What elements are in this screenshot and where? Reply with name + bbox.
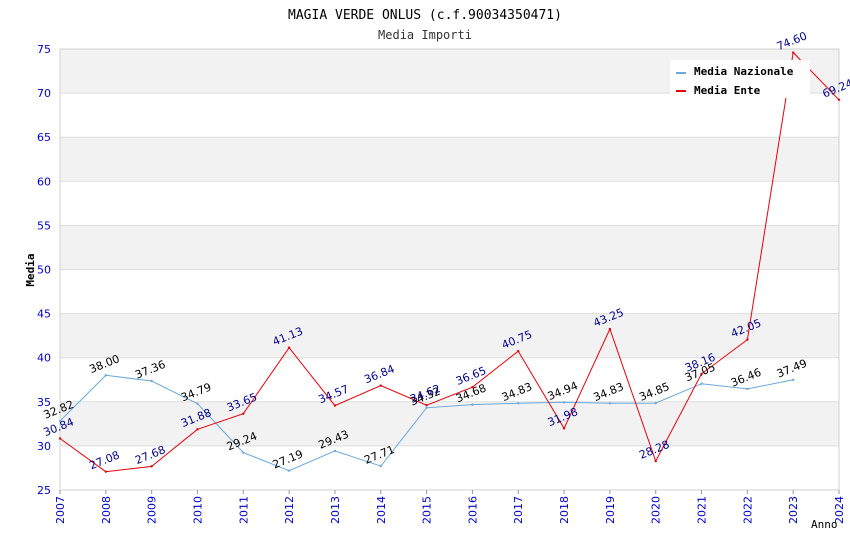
data-point bbox=[746, 338, 749, 341]
data-point bbox=[196, 402, 199, 405]
data-label: 34.83 bbox=[592, 380, 626, 404]
y-tick-label: 40 bbox=[37, 352, 51, 365]
data-label: 37.49 bbox=[775, 357, 809, 381]
data-label: 27.68 bbox=[133, 443, 167, 467]
plot-area bbox=[59, 48, 840, 491]
y-tick-label: 50 bbox=[37, 264, 51, 277]
background-band bbox=[60, 401, 839, 446]
data-point bbox=[287, 346, 291, 349]
x-tick-label: 2024 bbox=[833, 496, 846, 524]
plot-background-bands bbox=[60, 49, 839, 446]
y-tick-label: 45 bbox=[37, 308, 51, 321]
data-label: 27.08 bbox=[87, 448, 121, 472]
data-point bbox=[746, 387, 749, 391]
series-line-media-ente bbox=[59, 51, 840, 473]
x-tick-label: 2013 bbox=[329, 496, 342, 524]
data-point bbox=[150, 465, 153, 468]
data-point bbox=[104, 470, 108, 473]
data-point bbox=[654, 401, 657, 405]
data-label: 34.85 bbox=[637, 380, 671, 404]
data-point bbox=[837, 98, 841, 102]
data-point bbox=[287, 469, 291, 472]
chart-title: MAGIA VERDE ONLUS (c.f.90034350471) bbox=[288, 8, 562, 23]
legend-label-media-ente: Media Ente bbox=[694, 84, 761, 97]
x-tick-label: 2007 bbox=[54, 496, 67, 524]
y-tick-label: 30 bbox=[37, 440, 51, 453]
data-point bbox=[700, 382, 703, 385]
y-tick-label: 60 bbox=[37, 175, 51, 188]
x-tick-label: 2008 bbox=[100, 496, 113, 524]
data-label: 27.19 bbox=[271, 448, 305, 472]
y-tick-label: 65 bbox=[37, 131, 51, 144]
x-tick-label: 2020 bbox=[650, 496, 663, 524]
data-point bbox=[150, 379, 153, 383]
data-point bbox=[242, 412, 245, 415]
data-point bbox=[562, 401, 566, 404]
data-label: 34.79 bbox=[179, 380, 213, 404]
data-label: 34.83 bbox=[500, 380, 534, 404]
x-tick-label: 2010 bbox=[191, 496, 204, 524]
y-axis-label: Media bbox=[24, 253, 37, 286]
data-point bbox=[104, 374, 108, 377]
series-lines bbox=[58, 51, 841, 473]
data-label: 27.71 bbox=[362, 443, 396, 467]
data-point bbox=[608, 327, 612, 331]
y-tick-label: 75 bbox=[37, 43, 51, 56]
data-point bbox=[58, 419, 62, 423]
data-point bbox=[425, 403, 428, 407]
data-point bbox=[196, 428, 199, 431]
x-tick-label: 2021 bbox=[696, 496, 709, 524]
data-point bbox=[333, 449, 337, 453]
data-label: 36.46 bbox=[729, 366, 763, 390]
data-label: 37.36 bbox=[133, 358, 167, 382]
data-point bbox=[654, 459, 657, 463]
y-tick-label: 70 bbox=[37, 87, 51, 100]
x-tick-label: 2022 bbox=[741, 496, 754, 524]
data-point bbox=[333, 404, 337, 407]
background-band bbox=[60, 225, 839, 270]
data-point bbox=[471, 403, 474, 406]
background-band bbox=[60, 313, 839, 358]
x-axis-label: Anno bbox=[811, 518, 838, 531]
data-point bbox=[700, 372, 703, 376]
x-tick-label: 2011 bbox=[237, 496, 250, 524]
x-tick-label: 2015 bbox=[421, 496, 434, 524]
data-point bbox=[379, 464, 382, 468]
data-point bbox=[791, 378, 795, 382]
x-tick-label: 2014 bbox=[375, 496, 388, 524]
data-point bbox=[58, 437, 62, 440]
x-axis-ticks: 2007 2008 2009 2010 2011 2012 2013 2014 2015 2016… bbox=[54, 490, 846, 524]
data-point bbox=[517, 349, 520, 353]
data-point bbox=[608, 402, 612, 405]
y-tick-label: 35 bbox=[37, 396, 51, 409]
x-tick-label: 2012 bbox=[283, 496, 296, 524]
legend-label-media-nazionale: Media Nazionale bbox=[694, 65, 794, 78]
data-point bbox=[379, 384, 382, 387]
x-tick-label: 2009 bbox=[146, 496, 159, 524]
data-point bbox=[517, 402, 520, 405]
legend: Media Nazionale Media Ente bbox=[670, 60, 810, 98]
data-point bbox=[425, 406, 428, 409]
y-axis-ticks: 25 30 35 40 45 50 55 60 65 70 75 bbox=[37, 43, 51, 497]
grid-lines bbox=[60, 48, 839, 491]
background-band bbox=[60, 137, 839, 182]
legend-box bbox=[670, 60, 810, 98]
x-tick-label: 2016 bbox=[466, 496, 479, 524]
data-point bbox=[471, 386, 474, 389]
x-tick-label: 2018 bbox=[558, 496, 571, 524]
y-tick-label: 25 bbox=[37, 484, 51, 497]
data-point bbox=[242, 451, 245, 454]
data-point bbox=[791, 51, 795, 54]
y-tick-label: 55 bbox=[37, 219, 51, 232]
data-label: 34.94 bbox=[546, 379, 580, 403]
data-label: 36.84 bbox=[362, 362, 396, 386]
x-tick-label: 2023 bbox=[787, 496, 800, 524]
x-tick-label: 2019 bbox=[604, 496, 617, 524]
data-point bbox=[562, 427, 566, 430]
x-tick-label: 2017 bbox=[512, 496, 525, 524]
chart-subtitle: Media Importi bbox=[378, 28, 472, 42]
